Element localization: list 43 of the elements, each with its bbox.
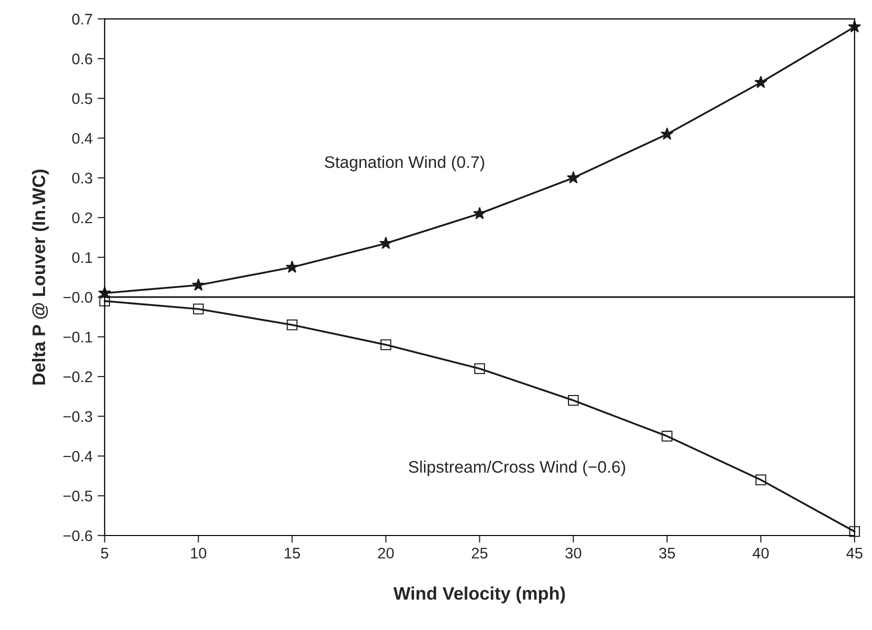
point <box>192 278 205 291</box>
x-tick-label: 10 <box>191 548 206 559</box>
point <box>662 430 672 442</box>
point <box>755 474 766 486</box>
point <box>99 296 110 306</box>
y-tick-label: 0.4 <box>72 132 92 144</box>
point <box>568 395 579 406</box>
x-tick-label: 35 <box>659 548 675 559</box>
point <box>286 260 299 273</box>
y-tick-label: 0.2 <box>72 212 92 224</box>
y-tick-label: −0.5 <box>63 490 92 502</box>
x-axis-title: Wind Velocity (mph) <box>393 586 565 604</box>
y-tick-label: 0.1 <box>72 252 92 264</box>
y-tick-label: 0.7 <box>72 14 92 25</box>
y-tick-label: −0.4 <box>63 450 92 462</box>
x-tick-label: 5 <box>101 548 108 559</box>
y-tick-label: 0.3 <box>72 172 92 184</box>
x-tick-label: 15 <box>284 548 300 559</box>
y-tick-label: −0.6 <box>63 530 92 542</box>
x-tick-label: 25 <box>472 548 488 559</box>
point <box>566 171 580 184</box>
y-tick-label: 0.6 <box>72 54 92 64</box>
point <box>754 76 768 88</box>
point <box>474 363 485 374</box>
x-tick-label: 20 <box>378 548 394 559</box>
point <box>660 127 674 140</box>
x-tick-label: 40 <box>752 548 769 559</box>
x-tick-label: 45 <box>846 548 862 559</box>
y-tick-label: 0.5 <box>72 93 92 104</box>
y-tick-label: −0.3 <box>63 411 92 422</box>
point <box>193 304 204 314</box>
x-tick-label: 30 <box>565 548 582 559</box>
text: Stagnation Wind (0.7) <box>324 156 484 172</box>
point <box>379 236 392 249</box>
y-tick-label: −0.2 <box>63 371 92 382</box>
point <box>286 320 298 330</box>
point <box>849 526 860 537</box>
text: Slipstream/Cross Wind (−0.6) <box>408 460 626 476</box>
y-tick-label: −0.1 <box>63 332 92 342</box>
point <box>473 206 486 220</box>
point <box>380 339 392 350</box>
y-tick-label: −0.0 <box>63 292 92 303</box>
y-axis-title: Delta P @ Louver (In.WC) <box>32 170 49 384</box>
